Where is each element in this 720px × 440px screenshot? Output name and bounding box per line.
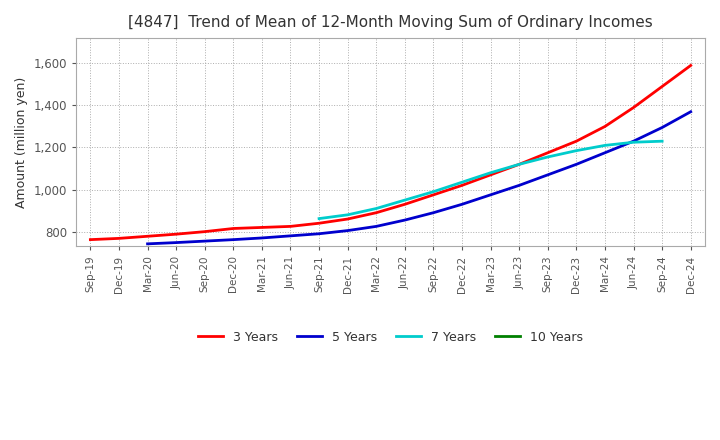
Line: 7 Years: 7 Years	[319, 141, 662, 219]
Legend: 3 Years, 5 Years, 7 Years, 10 Years: 3 Years, 5 Years, 7 Years, 10 Years	[193, 326, 588, 348]
7 Years	[400, 198, 409, 203]
7 Years	[343, 212, 352, 217]
Title: [4847]  Trend of Mean of 12-Month Moving Sum of Ordinary Incomes: [4847] Trend of Mean of 12-Month Moving …	[128, 15, 653, 30]
Line: 3 Years: 3 Years	[91, 66, 690, 240]
7 Years	[372, 206, 381, 211]
3 Years	[229, 226, 238, 231]
7 Years	[572, 148, 580, 153]
5 Years	[686, 109, 695, 114]
3 Years	[114, 236, 123, 241]
7 Years	[315, 216, 323, 221]
5 Years	[658, 125, 667, 130]
7 Years	[544, 154, 552, 160]
5 Years	[200, 238, 209, 244]
7 Years	[600, 143, 609, 148]
3 Years	[143, 234, 152, 239]
5 Years	[629, 139, 638, 144]
7 Years	[486, 170, 495, 176]
5 Years	[258, 235, 266, 241]
7 Years	[658, 139, 667, 144]
3 Years	[515, 161, 523, 167]
3 Years	[200, 229, 209, 234]
5 Years	[229, 237, 238, 242]
5 Years	[515, 183, 523, 188]
Line: 5 Years: 5 Years	[148, 112, 690, 244]
5 Years	[143, 241, 152, 246]
5 Years	[600, 150, 609, 155]
5 Years	[400, 217, 409, 223]
7 Years	[629, 139, 638, 145]
5 Years	[429, 210, 438, 215]
5 Years	[572, 161, 580, 167]
5 Years	[286, 233, 294, 238]
5 Years	[544, 172, 552, 177]
3 Years	[172, 231, 181, 237]
3 Years	[343, 216, 352, 222]
3 Years	[686, 63, 695, 68]
3 Years	[600, 124, 609, 129]
5 Years	[458, 202, 467, 207]
7 Years	[515, 161, 523, 167]
3 Years	[400, 202, 409, 207]
3 Years	[458, 183, 467, 188]
3 Years	[544, 150, 552, 155]
5 Years	[372, 224, 381, 229]
Y-axis label: Amount (million yen): Amount (million yen)	[15, 77, 28, 208]
5 Years	[343, 228, 352, 233]
5 Years	[172, 240, 181, 245]
3 Years	[315, 220, 323, 226]
7 Years	[429, 189, 438, 194]
3 Years	[86, 237, 95, 242]
3 Years	[658, 84, 667, 89]
5 Years	[315, 231, 323, 236]
3 Years	[258, 225, 266, 230]
3 Years	[629, 105, 638, 110]
7 Years	[458, 180, 467, 185]
3 Years	[286, 224, 294, 229]
3 Years	[429, 192, 438, 198]
3 Years	[486, 172, 495, 177]
5 Years	[486, 192, 495, 198]
3 Years	[572, 139, 580, 144]
3 Years	[372, 210, 381, 215]
